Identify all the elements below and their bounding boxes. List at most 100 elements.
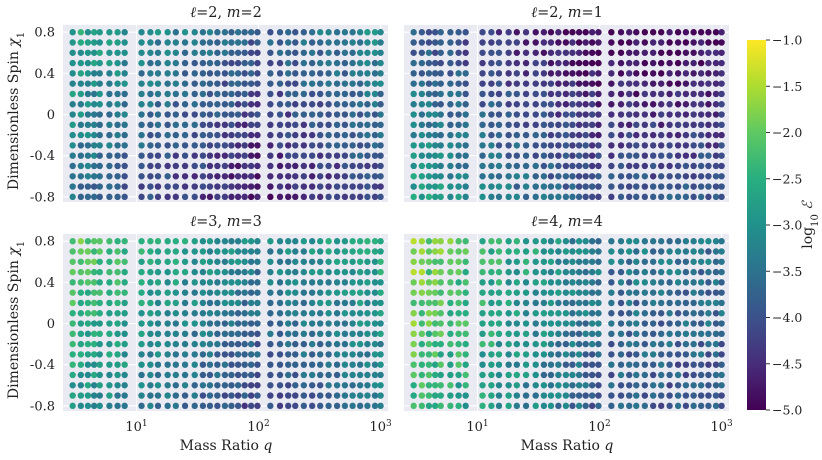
data-point <box>718 402 725 410</box>
data-point <box>582 121 589 129</box>
data-point <box>569 330 576 338</box>
data-point <box>267 142 274 149</box>
data-point <box>333 340 341 348</box>
data-point <box>138 142 145 149</box>
data-point <box>522 351 530 358</box>
data-point <box>697 152 705 159</box>
data-point <box>718 173 725 180</box>
data-point <box>540 382 548 389</box>
data-point <box>341 351 349 358</box>
data-point <box>267 59 274 67</box>
data-point <box>84 361 92 368</box>
data-point <box>114 70 121 77</box>
data-point <box>138 183 145 190</box>
data-point <box>206 268 214 276</box>
data-point <box>247 258 255 265</box>
data-point <box>455 111 462 118</box>
data-point <box>418 289 426 296</box>
data-point <box>114 111 121 118</box>
data-point <box>276 183 284 190</box>
data-point <box>308 289 316 296</box>
data-point <box>641 299 649 307</box>
data-point <box>674 142 682 149</box>
data-point <box>96 371 103 379</box>
data-point <box>138 193 145 201</box>
data-point <box>522 142 530 149</box>
data-point <box>513 152 521 159</box>
data-point <box>410 70 417 77</box>
data-point <box>488 142 495 149</box>
data-point <box>206 248 214 255</box>
data-point <box>377 392 384 399</box>
data-point <box>617 361 625 368</box>
data-point <box>455 193 462 201</box>
data-point <box>106 59 113 67</box>
data-point <box>138 351 145 358</box>
data-point <box>276 90 284 98</box>
data-point <box>199 238 207 245</box>
data-point <box>569 70 576 77</box>
data-point <box>364 193 371 201</box>
data-point <box>674 80 682 87</box>
data-point <box>254 121 261 129</box>
data-point <box>121 351 128 358</box>
data-point <box>690 49 697 56</box>
data-point <box>626 310 633 317</box>
data-point <box>364 152 371 159</box>
data-point <box>418 131 426 139</box>
data-point <box>206 402 214 410</box>
data-point <box>682 193 690 201</box>
data-point <box>718 101 725 108</box>
data-point <box>114 402 121 410</box>
data-point <box>626 49 633 56</box>
data-point <box>333 330 341 338</box>
data-point <box>267 152 274 159</box>
data-point <box>371 320 379 327</box>
data-point <box>341 39 349 46</box>
data-point <box>341 238 349 245</box>
data-point <box>488 382 495 389</box>
data-point <box>276 392 284 399</box>
data-point <box>690 111 697 118</box>
data-point <box>462 193 469 201</box>
data-point <box>84 152 92 159</box>
data-point <box>595 59 602 67</box>
data-point <box>641 111 649 118</box>
data-point <box>532 29 539 36</box>
data-point <box>575 402 583 410</box>
data-point <box>147 193 154 201</box>
data-point <box>316 29 324 36</box>
data-point <box>364 248 371 255</box>
data-point <box>488 238 495 245</box>
data-point <box>547 80 555 87</box>
data-point <box>718 238 725 245</box>
data-point <box>595 258 602 265</box>
data-point <box>121 402 128 410</box>
data-point <box>532 142 539 149</box>
data-point <box>547 371 555 379</box>
data-point <box>90 162 98 170</box>
data-point <box>285 162 292 170</box>
data-point <box>547 258 555 265</box>
data-point <box>191 238 198 245</box>
data-point <box>154 101 162 108</box>
data-point <box>674 173 682 180</box>
data-point <box>575 162 583 170</box>
data-point <box>575 351 583 358</box>
data-point <box>682 80 690 87</box>
data-point <box>522 299 530 307</box>
data-point <box>214 361 221 368</box>
data-point <box>121 101 128 108</box>
data-point <box>649 371 657 379</box>
data-point <box>626 268 633 276</box>
data-point <box>254 59 261 67</box>
data-point <box>495 183 503 190</box>
data-point <box>447 193 454 201</box>
data-point <box>626 340 633 348</box>
data-point <box>364 299 371 307</box>
data-point <box>364 142 371 149</box>
data-point <box>371 173 379 180</box>
data-point <box>562 371 570 379</box>
data-point <box>267 258 274 265</box>
data-point <box>718 111 725 118</box>
